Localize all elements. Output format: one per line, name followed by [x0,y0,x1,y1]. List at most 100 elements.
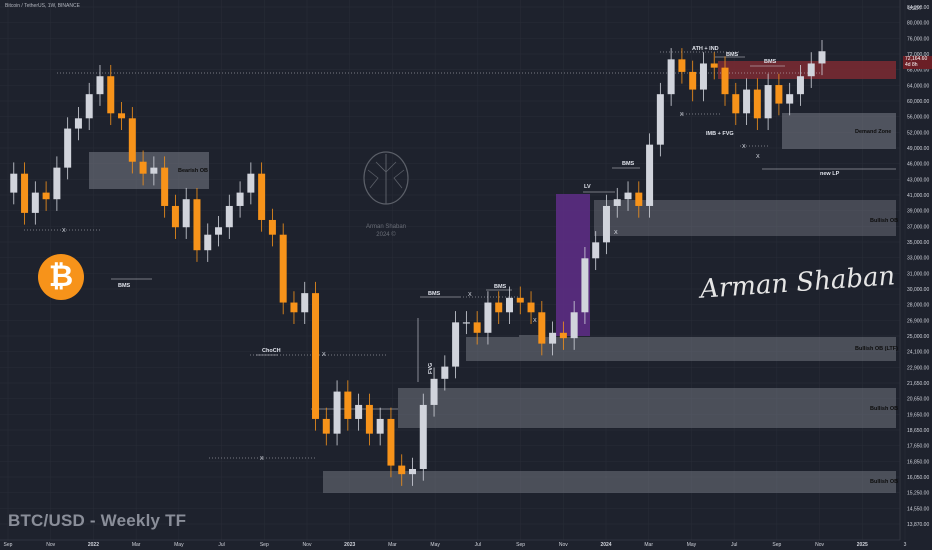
candle-body [31,192,39,213]
candle-body [365,404,373,434]
candle-body [452,322,460,367]
bitcoin-icon: ₿ [38,254,84,300]
candle-body [182,199,190,228]
x-tick-label: May [430,542,440,548]
chart-annotation: BMS [622,161,635,167]
x-tick-label: 2022 [88,542,99,548]
x-tick-label: 2025 [857,542,868,548]
candle-body [678,59,686,72]
symbol-header: Bitcoin / TetherUS, 1W, BINANCE [5,3,80,9]
bullish-ob-zone-3 [323,471,896,493]
chart-annotation: IMB + FVG [706,131,734,137]
y-tick-label: 76,000.00 [907,36,929,42]
candle-body [538,312,546,344]
chart-annotation: BMS [764,59,777,65]
candle-body [527,302,535,313]
candle-body [689,71,697,90]
y-tick-label: 17,650.00 [907,444,929,450]
x-tick-label: 3 [904,542,907,548]
candle-body [96,76,104,95]
x-tick-label: Sep [260,542,269,548]
candle-body [409,468,416,475]
candle-body [635,192,643,206]
candle-body [807,63,815,77]
candle-body [247,173,255,193]
candle-body [462,322,470,324]
x-tick-label: Jul [218,542,224,548]
candle-body [107,76,115,114]
x-tick-label: Jul [731,542,737,548]
y-tick-label: 33,000.00 [907,256,929,262]
candle-body [818,51,826,64]
bullish-ob-zone-2 [398,388,896,428]
candle-body [398,465,406,475]
candle-body [516,297,524,303]
candle-body [656,94,664,145]
candle-body [215,227,223,235]
y-tick-label: 22,900.00 [907,365,929,371]
candle-body [764,85,772,119]
annotations: Bearish OB BMS ChoCH BMS BMS FVG LV BMS ATH + IN… [62,46,898,485]
y-tick-label: 15,250.00 [907,491,929,497]
candle-body [419,404,427,469]
chart-annotation: Bearish OB [178,168,208,174]
x-tick-label: Nov [559,542,568,548]
chart-x-marker: X [533,318,537,324]
candle-body [344,391,352,419]
y-axis: 84,000.00 80,000.00 76,000.00 72,000.00 68,0… [907,5,929,528]
chart-annotation: BMS [428,291,441,297]
y-tick-label: 24,100.00 [907,350,929,356]
supply-zone [718,61,896,79]
y-tick-label: 16,050.00 [907,475,929,481]
chart-annotation: BMS [726,52,739,58]
candle-body [42,192,50,200]
y-tick-label: 25,000.00 [907,334,929,340]
y-tick-label: 21,650.00 [907,381,929,387]
candle-body [258,173,266,220]
chart-annotation: Demand Zone [855,129,891,135]
candle-body [301,293,309,313]
chart-annotation: BMS [494,284,507,290]
candle-body [786,94,794,104]
candle-body [150,167,158,174]
candle-body [484,302,492,333]
y-tick-label: 37,000.00 [907,224,929,230]
candle-body [505,297,513,313]
y-tick-label: 56,000.00 [907,115,929,121]
y-tick-label: 16,850.00 [907,459,929,465]
y-tick-label: 68,000.00 [907,68,929,74]
x-tick-label: Sep [516,542,525,548]
chart-annotation: Bullish OB [870,479,898,485]
x-axis: Sep Nov 2022 Mar May Jul Sep Nov 2023 Mar May Jul Se… [4,542,907,548]
y-tick-label: 46,000.00 [907,162,929,168]
chart-annotation: BMS [118,283,131,289]
y-tick-label: 20,650.00 [907,397,929,403]
candle-body [699,63,707,90]
candle-body [139,161,147,174]
candle-body [74,118,82,129]
chart-annotation: ATH + IND [692,46,719,52]
y-tick-label: 60,000.00 [907,99,929,105]
candle-body [613,199,621,206]
currency-label[interactable]: USDT [908,6,922,12]
candle-body [290,302,298,313]
candle-body [473,322,481,333]
candle-body [322,418,330,434]
candle-body [268,219,276,235]
candle-body [549,332,557,344]
x-tick-label: May [174,542,184,548]
x-tick-label: Nov [46,542,55,548]
y-tick-label: 80,000.00 [907,21,929,27]
chart-annotation: LV [584,184,591,190]
candle-body [236,192,244,206]
candle-body [161,167,169,206]
candle-body [570,312,578,339]
y-tick-label: 18,650.00 [907,428,929,434]
y-tick-label: 31,000.00 [907,271,929,277]
candle-body [355,404,363,419]
chart-x-marker: X [680,112,684,118]
y-tick-label: 52,000.00 [907,130,929,136]
last-price-countdown: 4d 8h [905,62,918,68]
candle-body [667,59,675,95]
